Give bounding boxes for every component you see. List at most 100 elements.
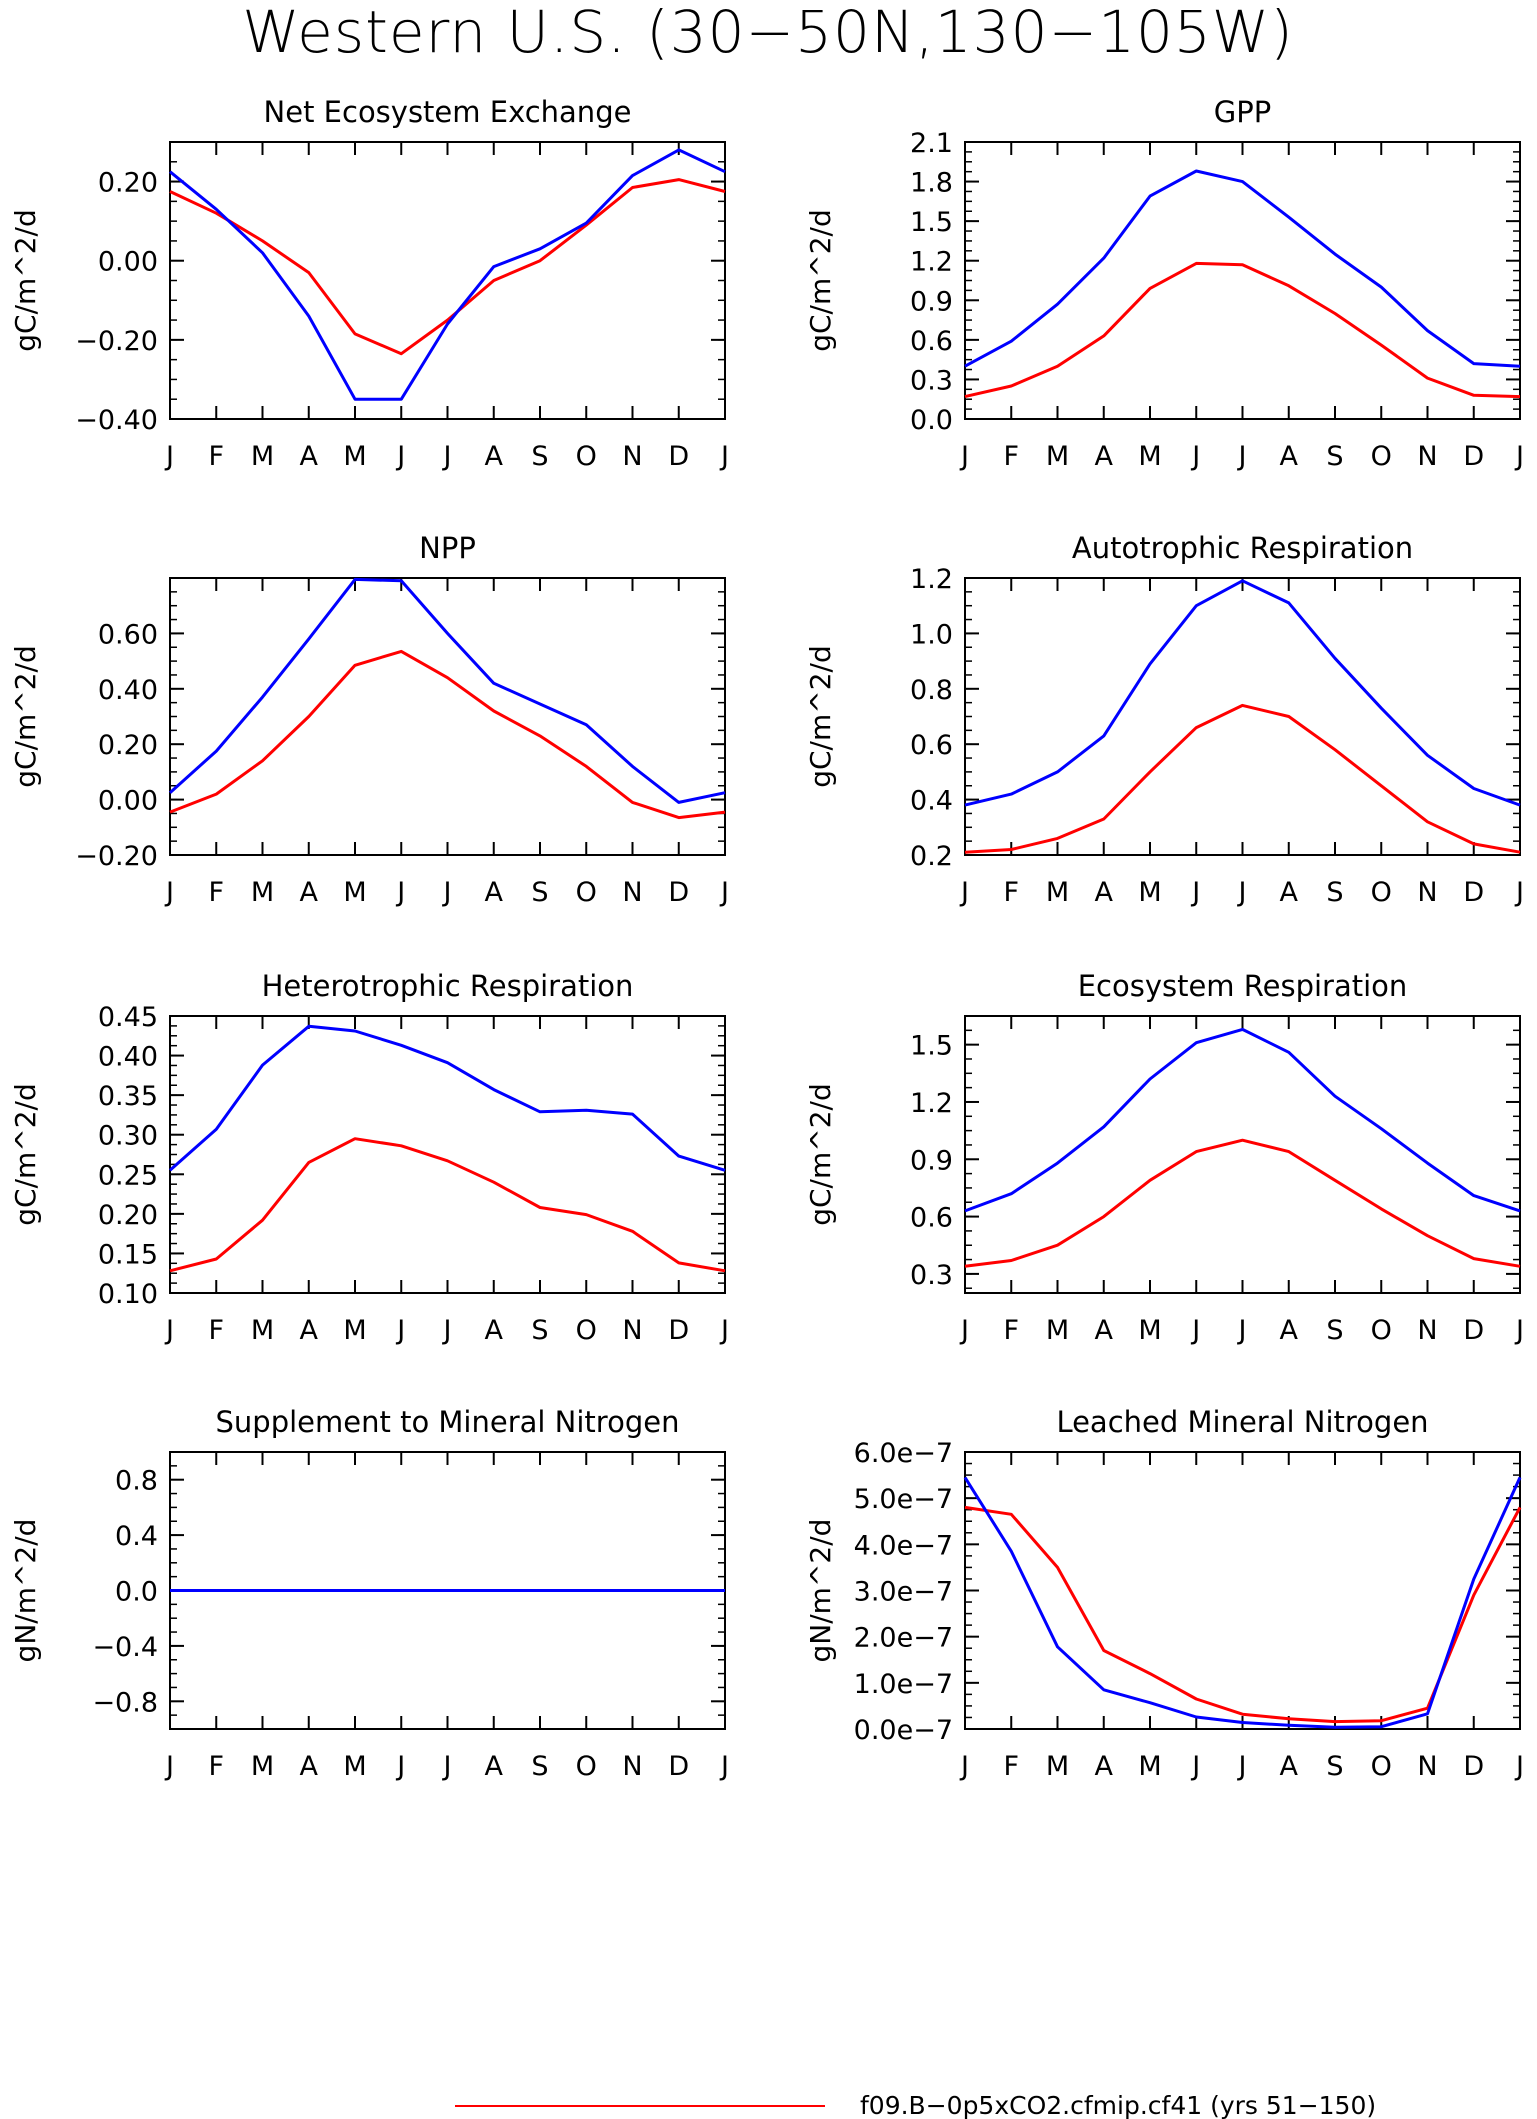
x-tick-label: M xyxy=(251,877,274,908)
y-tick-label: 0.20 xyxy=(98,1200,158,1231)
y-tick-label: 6.0e−7 xyxy=(854,1438,953,1469)
x-tick-label: J xyxy=(395,441,405,472)
x-tick-label: M xyxy=(1138,1751,1161,1782)
panel-title: Supplement to Mineral Nitrogen xyxy=(216,1405,680,1439)
series-line-blue xyxy=(964,1027,1521,1213)
x-tick-label: N xyxy=(1417,1315,1437,1346)
x-tick-label: J xyxy=(164,877,174,908)
panel-title: Net Ecosystem Exchange xyxy=(264,95,632,129)
y-tick-label: 0.0e−7 xyxy=(854,1715,953,1746)
x-tick-label: J xyxy=(442,441,452,472)
figure-title: Western U.S. (30−50N,130−105W) xyxy=(242,0,1294,66)
y-axis-label: gC/m^2/d xyxy=(9,1083,42,1226)
y-tick-label: 0.2 xyxy=(910,841,953,872)
x-tick-label: S xyxy=(531,877,548,908)
x-tick-label: D xyxy=(1463,1751,1484,1782)
plot-frame xyxy=(169,1015,726,1294)
y-tick-label: −0.20 xyxy=(75,841,158,872)
x-tick-label: A xyxy=(1095,1315,1114,1346)
x-tick-label: O xyxy=(1371,441,1392,472)
plot-frame xyxy=(169,577,726,856)
y-tick-label: 0.8 xyxy=(115,1466,158,1497)
x-tick-label: M xyxy=(343,877,366,908)
x-tick-label: J xyxy=(1514,441,1524,472)
x-tick-label: F xyxy=(1003,1315,1019,1346)
plot-frame xyxy=(964,1015,1521,1294)
y-tick-label: 1.5 xyxy=(910,1031,953,1062)
y-tick-label: 0.4 xyxy=(115,1521,158,1552)
y-tick-label: −0.8 xyxy=(92,1687,158,1718)
x-tick-label: A xyxy=(1095,877,1114,908)
x-tick-label: A xyxy=(1280,877,1299,908)
legend-red-label: f09.B−0p5xCO2.cfmip.cf41 (yrs 51−150) xyxy=(860,2091,1376,2119)
y-axis-label: gN/m^2/d xyxy=(804,1519,837,1663)
x-tick-label: J xyxy=(164,1315,174,1346)
x-tick-label: M xyxy=(1138,441,1161,472)
series-line-red xyxy=(169,1137,726,1273)
y-tick-label: 1.8 xyxy=(910,168,953,199)
x-tick-label: F xyxy=(1003,441,1019,472)
x-tick-label: J xyxy=(959,441,969,472)
x-tick-label: M xyxy=(1138,877,1161,908)
x-tick-label: A xyxy=(485,1315,504,1346)
x-tick-label: M xyxy=(1046,877,1069,908)
x-tick-label: S xyxy=(531,1315,548,1346)
x-tick-label: J xyxy=(1237,1751,1247,1782)
x-tick-label: A xyxy=(1280,1751,1299,1782)
y-tick-label: 1.0e−7 xyxy=(854,1669,953,1700)
x-tick-label: M xyxy=(1138,1315,1161,1346)
series-line-blue xyxy=(964,169,1521,368)
x-tick-label: A xyxy=(485,877,504,908)
x-tick-label: O xyxy=(1371,1315,1392,1346)
x-tick-label: J xyxy=(442,1751,452,1782)
y-tick-label: 0.20 xyxy=(98,730,158,761)
x-tick-label: J xyxy=(395,1315,405,1346)
plot-frame xyxy=(964,577,1521,856)
x-tick-label: F xyxy=(208,1751,224,1782)
x-tick-label: A xyxy=(300,441,319,472)
x-tick-label: O xyxy=(1371,877,1392,908)
y-tick-label: 0.3 xyxy=(910,1260,953,1291)
x-tick-label: N xyxy=(622,441,642,472)
x-tick-label: S xyxy=(1326,1751,1343,1782)
x-tick-label: J xyxy=(959,1315,969,1346)
x-tick-label: F xyxy=(208,1315,224,1346)
x-tick-label: A xyxy=(300,877,319,908)
plot-frame xyxy=(964,141,1521,420)
x-tick-label: J xyxy=(1514,877,1524,908)
series-line-red xyxy=(964,1505,1522,1724)
x-tick-label: D xyxy=(668,1751,689,1782)
y-axis-label: gC/m^2/d xyxy=(804,209,837,352)
y-tick-label: 0.40 xyxy=(98,1042,158,1073)
x-tick-label: N xyxy=(622,1315,642,1346)
y-tick-label: 1.2 xyxy=(910,247,953,278)
x-tick-label: N xyxy=(1417,1751,1437,1782)
x-tick-label: O xyxy=(576,1751,597,1782)
x-tick-label: S xyxy=(1326,877,1343,908)
panel-title: Ecosystem Respiration xyxy=(1078,969,1408,1003)
x-tick-label: J xyxy=(959,1751,969,1782)
y-axis-label: gC/m^2/d xyxy=(804,645,837,788)
x-tick-label: A xyxy=(485,1751,504,1782)
x-tick-label: M xyxy=(1046,441,1069,472)
x-tick-label: J xyxy=(719,1315,729,1346)
x-tick-label: F xyxy=(208,441,224,472)
y-tick-label: 0.3 xyxy=(910,365,953,396)
legend: f09.B−0p5xCO2.cfmip.cf41 (yrs 51−150) xyxy=(455,2091,1376,2119)
x-tick-label: M xyxy=(343,1315,366,1346)
series-line-blue xyxy=(168,577,726,804)
x-tick-label: O xyxy=(1371,1751,1392,1782)
x-tick-label: M xyxy=(251,441,274,472)
y-tick-label: 0.00 xyxy=(98,247,158,278)
y-tick-label: 0.60 xyxy=(98,619,158,650)
y-tick-label: −0.40 xyxy=(75,405,158,436)
y-tick-label: 5.0e−7 xyxy=(854,1484,953,1515)
series-line-blue xyxy=(169,1024,726,1172)
y-tick-label: 1.0 xyxy=(910,619,953,650)
y-tick-label: 1.2 xyxy=(910,564,953,595)
